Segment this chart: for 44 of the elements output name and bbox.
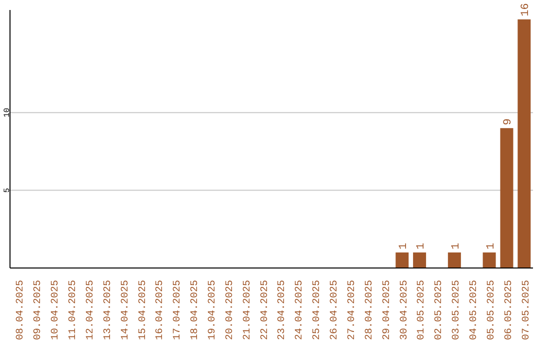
x-tick-label: 05.05.2025: [486, 280, 498, 340]
data-label: 16: [520, 3, 532, 16]
x-tick-label: 11.04.2025: [68, 280, 80, 340]
bar: [448, 252, 461, 268]
x-tick-label: 09.04.2025: [33, 280, 44, 340]
x-tick-label: 25.04.2025: [312, 280, 324, 340]
x-tick-label: 14.04.2025: [120, 280, 132, 340]
x-tick-label: 30.04.2025: [399, 280, 410, 340]
x-tick-label: 24.04.2025: [294, 280, 306, 340]
data-label: 1: [416, 242, 428, 250]
x-tick-label: 18.04.2025: [190, 280, 202, 340]
y-tick-label: 5: [3, 188, 12, 193]
x-tick-label: 20.04.2025: [224, 280, 236, 340]
bar: [518, 19, 531, 268]
x-tick-label: 01.05.2025: [416, 280, 428, 340]
x-tick-label: 08.04.2025: [16, 280, 27, 340]
data-label: 9: [502, 118, 515, 126]
data-label: 1: [485, 242, 498, 250]
x-tick-label: 28.04.2025: [364, 280, 376, 340]
x-tick-label: 21.04.2025: [242, 280, 254, 340]
x-tick-label: 27.04.2025: [346, 280, 358, 340]
x-tick-label: 17.04.2025: [172, 280, 184, 340]
x-tick-label: 02.05.2025: [434, 280, 446, 340]
x-tick-label: 29.04.2025: [382, 280, 393, 340]
data-label: 1: [398, 242, 410, 250]
x-tick-label: 23.04.2025: [277, 280, 288, 340]
x-tick-label: 19.04.2025: [207, 280, 218, 340]
x-tick-label: 10.04.2025: [50, 280, 62, 340]
x-tick-label: 22.04.2025: [260, 280, 271, 340]
bar: [482, 252, 496, 268]
bar: [413, 252, 426, 268]
x-tick-label: 15.04.2025: [138, 280, 149, 340]
x-tick-label: 04.05.2025: [468, 280, 480, 340]
x-tick-label: 26.04.2025: [330, 280, 341, 340]
data-label: 1: [450, 242, 462, 250]
x-tick-label: 03.05.2025: [452, 280, 463, 340]
bar: [396, 252, 409, 268]
y-tick-label: 10: [3, 108, 12, 118]
bar: [500, 128, 514, 268]
x-tick-label: 07.05.2025: [521, 280, 532, 340]
x-tick-label: 06.05.2025: [504, 280, 515, 340]
x-tick-label: 12.04.2025: [85, 280, 96, 340]
x-tick-label: 13.04.2025: [102, 280, 114, 340]
x-tick-label: 16.04.2025: [155, 280, 166, 340]
